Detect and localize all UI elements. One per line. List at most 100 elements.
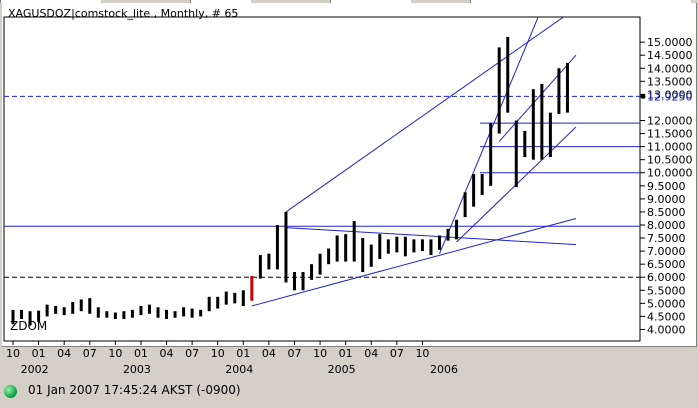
price-bar — [207, 296, 211, 312]
price-bar — [130, 309, 134, 318]
x-tick-label: 07 — [287, 347, 301, 360]
price-bar — [446, 228, 450, 241]
price-bar — [335, 235, 339, 262]
price-bar — [497, 47, 501, 134]
price-bar — [96, 307, 100, 318]
status-date-time: 01 Jan 2007 17:45:24 — [28, 383, 158, 397]
price-bar — [523, 130, 527, 158]
price-bar — [79, 299, 83, 312]
status-timezone: AKST (-0900) — [161, 383, 241, 397]
tab-segment[interactable] — [470, 0, 691, 3]
tab-segment[interactable] — [190, 0, 251, 3]
price-bar — [395, 236, 399, 253]
x-tick-label: 04 — [57, 347, 71, 360]
price-bar — [190, 308, 194, 318]
price-bar — [455, 219, 459, 240]
chart-panel: ZDOM 15.0000 14.5000 14.0000 13.5000 13.0000 1… — [2, 3, 697, 376]
price-bar — [480, 174, 484, 195]
price-bar — [463, 192, 467, 218]
y-tick-label: 6.5000 — [647, 258, 686, 271]
price-bar — [310, 264, 314, 280]
price-bar — [327, 248, 331, 265]
trendline — [251, 217, 577, 307]
price-bar — [386, 239, 390, 254]
price-bar — [258, 255, 262, 279]
trendline — [498, 54, 577, 142]
price-bar — [105, 311, 109, 318]
price-chart[interactable]: ZDOM15.000014.500014.000013.500013.00001… — [2, 3, 696, 378]
price-bar — [20, 309, 24, 320]
price-bar — [352, 221, 356, 262]
price-bar — [344, 234, 348, 262]
last-price-label: 12.9250 — [647, 90, 693, 103]
price-bar — [514, 120, 518, 188]
x-tick-label: 10 — [415, 347, 429, 360]
x-year-label: 2005 — [328, 363, 356, 376]
y-tick-label: 8.0000 — [647, 219, 686, 232]
status-datetime: 01 Jan 2007 17:45:24 AKST (-0900) — [28, 383, 241, 397]
y-tick-label: 8.5000 — [647, 206, 686, 219]
y-tick-label: 10.5000 — [647, 154, 693, 167]
price-bar — [361, 238, 365, 273]
y-tick-label: 5.0000 — [647, 297, 686, 310]
price-bar — [71, 302, 75, 314]
x-year-label: 2006 — [430, 363, 458, 376]
price-bar — [147, 304, 151, 314]
price-bar — [199, 309, 203, 317]
x-tick-label: 01 — [134, 347, 148, 360]
x-tick-label: 10 — [211, 347, 225, 360]
price-bar — [531, 89, 535, 160]
price-bar — [292, 272, 296, 291]
price-bar — [275, 224, 279, 270]
price-bar — [28, 311, 32, 326]
x-year-label: 2003 — [123, 363, 151, 376]
price-bar — [318, 253, 322, 275]
y-tick-label: 4.0000 — [647, 323, 686, 336]
y-tick-label: 9.5000 — [647, 180, 686, 193]
price-bar — [45, 304, 49, 317]
x-tick-label: 07 — [83, 347, 97, 360]
price-bar — [250, 275, 254, 301]
price-bar — [224, 291, 228, 305]
x-year-label: 2004 — [225, 363, 253, 376]
tab-segment[interactable] — [0, 0, 101, 3]
x-tick-label: 07 — [185, 347, 199, 360]
price-bar — [489, 123, 493, 186]
price-bar — [378, 234, 382, 259]
x-tick-label: 01 — [339, 347, 353, 360]
price-bar — [241, 290, 245, 306]
price-bar — [62, 307, 66, 316]
x-tick-label: 01 — [32, 347, 46, 360]
trendline — [285, 227, 577, 246]
x-tick-label: 07 — [390, 347, 404, 360]
x-tick-label: 04 — [262, 347, 276, 360]
tab-segment[interactable] — [330, 0, 411, 3]
y-tick-label: 11.5000 — [647, 128, 693, 141]
y-tick-label: 13.0000 — [647, 88, 693, 101]
price-bar — [369, 244, 373, 267]
x-tick-label: 04 — [160, 347, 174, 360]
y-tick-label: 10.0000 — [647, 167, 693, 180]
price-bar — [506, 36, 510, 113]
x-tick-label: 01 — [236, 347, 250, 360]
y-tick-label: 12.0000 — [647, 115, 693, 128]
price-bar — [557, 68, 561, 114]
last-price-marker — [640, 93, 646, 99]
y-tick-label: 5.5000 — [647, 284, 686, 297]
y-tick-label: 14.5000 — [647, 49, 693, 62]
price-bar — [113, 312, 117, 320]
x-tick-label: 10 — [6, 347, 20, 360]
price-bar — [403, 236, 407, 257]
y-tick-label: 7.0000 — [647, 245, 686, 258]
y-tick-label: 11.0000 — [647, 141, 693, 154]
y-tick-label: 14.0000 — [647, 62, 693, 75]
price-bar — [37, 310, 41, 322]
chart-watermark: ZDOM — [10, 319, 47, 333]
plot-border — [3, 16, 641, 342]
price-bar — [472, 174, 476, 207]
y-tick-label: 15.0000 — [647, 36, 693, 49]
price-bar — [156, 307, 160, 318]
y-tick-label: 7.5000 — [647, 232, 686, 245]
price-bar — [88, 298, 92, 314]
price-bar — [233, 292, 237, 304]
